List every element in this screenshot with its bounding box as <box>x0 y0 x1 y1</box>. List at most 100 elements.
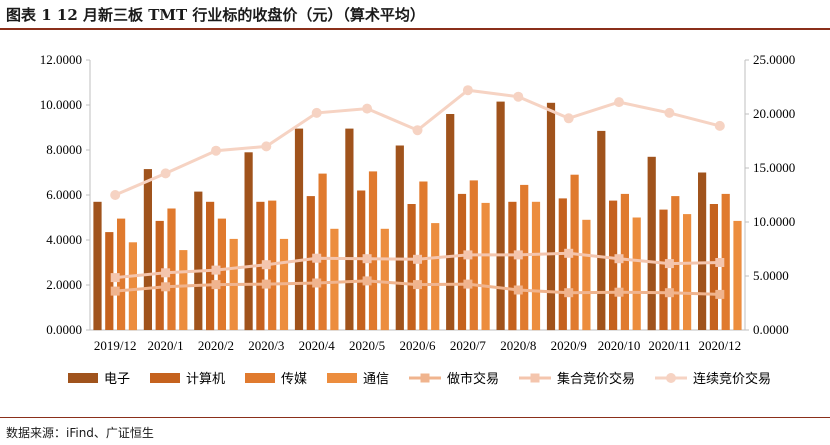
bar-计算机 <box>457 193 467 330</box>
x-tick-label: 2020/11 <box>648 338 690 353</box>
bar-电子 <box>446 114 455 330</box>
point-做市交易 <box>463 279 473 289</box>
footer-divider <box>0 417 830 418</box>
x-tick-label: 2020/3 <box>248 338 284 353</box>
bar-电子 <box>194 191 203 330</box>
point-连续竞价交易 <box>513 91 524 102</box>
left-tick-label: 2.0000 <box>46 277 82 292</box>
bar-电子 <box>698 172 707 330</box>
point-集合竞价交易 <box>715 258 725 267</box>
legend-marker-做市交易 <box>420 373 430 383</box>
point-连续竞价交易 <box>160 168 171 179</box>
left-tick-label: 12.0000 <box>40 52 82 67</box>
bar-计算机 <box>709 204 718 330</box>
point-连续竞价交易 <box>563 113 574 124</box>
x-tick-label: 2020/6 <box>399 338 436 353</box>
bar-传媒 <box>318 173 327 330</box>
bar-传媒 <box>570 174 579 330</box>
point-集合竞价交易 <box>664 259 674 269</box>
point-做市交易 <box>614 287 624 297</box>
point-做市交易 <box>413 280 422 290</box>
bar-通信 <box>582 219 591 331</box>
left-tick-label: 0.0000 <box>46 322 82 337</box>
legend-label-连续竞价交易: 连续竞价交易 <box>693 371 771 387</box>
bar-计算机 <box>105 232 114 330</box>
bar-通信 <box>380 228 389 331</box>
legend-swatch-计算机 <box>150 373 180 383</box>
bar-计算机 <box>558 198 567 330</box>
point-做市交易 <box>211 280 221 290</box>
legend-label-通信: 通信 <box>363 372 389 387</box>
bar-传媒 <box>419 181 428 330</box>
legend-marker-连续竞价交易 <box>666 373 676 383</box>
lines <box>110 85 725 299</box>
point-集合竞价交易 <box>564 248 574 258</box>
point-集合竞价交易 <box>110 273 120 283</box>
bar-计算机 <box>508 201 517 331</box>
bar-通信 <box>531 201 541 331</box>
point-集合竞价交易 <box>413 254 422 264</box>
point-做市交易 <box>312 278 322 288</box>
line-连续竞价交易 <box>114 88 721 197</box>
x-tick-label: 2020/1 <box>148 338 184 353</box>
point-连续竞价交易 <box>311 107 322 118</box>
right-tick-label: 10.0000 <box>753 214 795 229</box>
x-tick-label: 2020/2 <box>198 338 234 353</box>
bar-电子 <box>294 128 304 330</box>
chart-area: 0.0000 2.0000 4.0000 6.0000 8.0000 10.0000 12.… <box>40 52 796 387</box>
bar-通信 <box>481 202 490 330</box>
bar-计算机 <box>659 209 668 330</box>
bar-传媒 <box>217 218 226 330</box>
point-连续竞价交易 <box>261 141 272 152</box>
bar-电子 <box>597 130 606 330</box>
bar-通信 <box>431 223 440 330</box>
bar-计算机 <box>306 196 315 330</box>
bar-电子 <box>143 169 152 330</box>
left-tick-label: 6.0000 <box>46 187 82 202</box>
source-note: 数据来源：iFind、广证恒生 <box>6 426 154 440</box>
bar-电子 <box>345 128 354 330</box>
bar-电子 <box>93 201 102 331</box>
point-集合竞价交易 <box>513 250 523 260</box>
bar-通信 <box>128 242 137 331</box>
point-连续竞价交易 <box>664 107 675 118</box>
bar-电子 <box>395 145 404 330</box>
bar-传媒 <box>520 184 529 330</box>
title-bar: 图表 1 12 月新三板 TMT 行业标的收盘价（元）（算术平均） <box>0 0 830 30</box>
x-tick-label: 2020/5 <box>349 338 385 353</box>
x-tick-label: 2020/10 <box>598 338 641 353</box>
left-tick-label: 10.0000 <box>40 97 82 112</box>
point-连续竞价交易 <box>110 190 121 200</box>
point-集合竞价交易 <box>362 254 372 264</box>
bars <box>93 101 742 331</box>
bar-电子 <box>546 102 556 331</box>
point-连续竞价交易 <box>462 85 473 96</box>
legend-label-做市交易: 做市交易 <box>447 371 499 387</box>
point-做市交易 <box>261 279 271 289</box>
bar-计算机 <box>609 200 618 330</box>
left-tick-label: 4.0000 <box>46 232 82 247</box>
point-做市交易 <box>513 285 523 295</box>
bar-通信 <box>733 220 742 330</box>
bar-通信 <box>330 228 339 331</box>
bar-传媒 <box>620 193 629 330</box>
bar-电子 <box>647 156 656 331</box>
point-连续竞价交易 <box>362 103 373 114</box>
point-做市交易 <box>161 282 171 292</box>
point-做市交易 <box>110 286 120 296</box>
bar-通信 <box>179 250 188 330</box>
legend: 电子 计算机 传媒 通信 做市交易 集合竞价交易 连续竞价交易 <box>68 371 771 387</box>
legend-label-计算机: 计算机 <box>186 372 225 387</box>
legend-swatch-通信 <box>327 373 357 383</box>
point-集合竞价交易 <box>211 265 221 275</box>
point-连续竞价交易 <box>412 125 423 136</box>
point-集合竞价交易 <box>261 260 271 270</box>
bar-传媒 <box>368 171 378 330</box>
bar-通信 <box>683 214 692 330</box>
right-tick-label: 25.0000 <box>753 52 795 67</box>
legend-marker-集合竞价交易 <box>530 373 540 383</box>
bar-电子 <box>496 101 505 330</box>
bar-计算机 <box>357 190 366 330</box>
bar-传媒 <box>721 193 730 330</box>
point-做市交易 <box>664 288 674 298</box>
